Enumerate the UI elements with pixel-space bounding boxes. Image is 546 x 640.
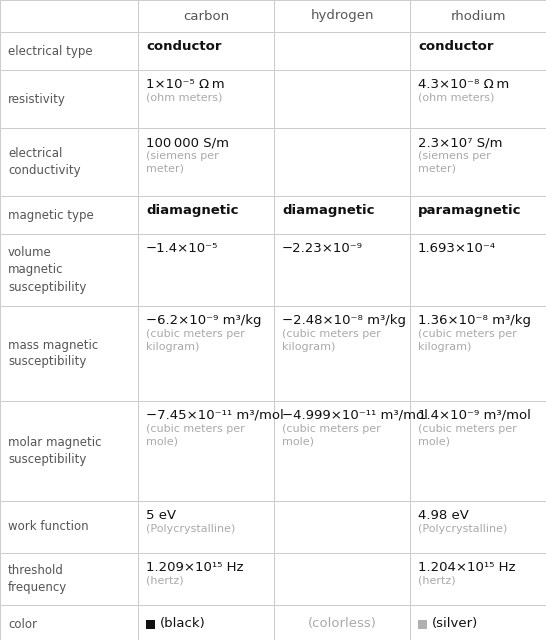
Text: (ohm meters): (ohm meters) <box>418 93 494 103</box>
Bar <box>410 501 546 553</box>
Text: threshold
frequency: threshold frequency <box>8 564 67 594</box>
Text: −1.4×10⁻⁵: −1.4×10⁻⁵ <box>146 242 218 255</box>
Text: −4.999×10⁻¹¹ m³/mol: −4.999×10⁻¹¹ m³/mol <box>282 409 428 422</box>
Bar <box>274 306 410 401</box>
Bar <box>274 605 410 640</box>
Text: −7.45×10⁻¹¹ m³/mol: −7.45×10⁻¹¹ m³/mol <box>146 409 284 422</box>
Text: 4.98 eV: 4.98 eV <box>418 509 469 522</box>
Bar <box>0 196 138 234</box>
Bar <box>410 605 546 640</box>
Bar <box>138 501 274 553</box>
Text: (silver): (silver) <box>432 618 478 630</box>
Text: work function: work function <box>8 520 88 534</box>
Text: diamagnetic: diamagnetic <box>282 204 375 217</box>
Text: (ohm meters): (ohm meters) <box>146 93 222 103</box>
Bar <box>138 128 274 196</box>
Bar <box>138 32 274 70</box>
Text: (hertz): (hertz) <box>418 576 455 586</box>
Bar <box>274 128 410 196</box>
Text: resistivity: resistivity <box>8 93 66 106</box>
Bar <box>0 553 138 605</box>
Text: volume
magnetic
susceptibility: volume magnetic susceptibility <box>8 246 86 294</box>
Bar <box>138 0 274 32</box>
Bar <box>146 620 155 628</box>
Text: diamagnetic: diamagnetic <box>146 204 239 217</box>
Bar <box>274 32 410 70</box>
Text: −2.23×10⁻⁹: −2.23×10⁻⁹ <box>282 242 363 255</box>
Text: conductor: conductor <box>418 40 494 53</box>
Text: 5 eV: 5 eV <box>146 509 176 522</box>
Bar <box>274 553 410 605</box>
Text: (Polycrystalline): (Polycrystalline) <box>146 524 235 534</box>
Text: 1.204×10¹⁵ Hz: 1.204×10¹⁵ Hz <box>418 561 515 574</box>
Bar <box>138 605 274 640</box>
Text: (cubic meters per
kilogram): (cubic meters per kilogram) <box>146 329 245 352</box>
Bar <box>274 401 410 501</box>
Bar <box>0 605 138 640</box>
Text: 1.4×10⁻⁹ m³/mol: 1.4×10⁻⁹ m³/mol <box>418 409 531 422</box>
Text: −6.2×10⁻⁹ m³/kg: −6.2×10⁻⁹ m³/kg <box>146 314 262 327</box>
Text: 1×10⁻⁵ Ω m: 1×10⁻⁵ Ω m <box>146 78 224 91</box>
Text: (colorless): (colorless) <box>307 618 376 630</box>
Bar <box>138 306 274 401</box>
Text: molar magnetic
susceptibility: molar magnetic susceptibility <box>8 436 102 466</box>
Bar <box>410 70 546 128</box>
Bar <box>0 0 138 32</box>
Bar <box>410 128 546 196</box>
Bar <box>410 553 546 605</box>
Text: (Polycrystalline): (Polycrystalline) <box>418 524 507 534</box>
Text: (cubic meters per
kilogram): (cubic meters per kilogram) <box>282 329 381 352</box>
Bar <box>410 196 546 234</box>
Text: electrical type: electrical type <box>8 45 93 58</box>
Text: color: color <box>8 618 37 630</box>
Text: (cubic meters per
kilogram): (cubic meters per kilogram) <box>418 329 517 352</box>
Bar <box>138 401 274 501</box>
Bar <box>0 128 138 196</box>
Bar <box>410 234 546 306</box>
Bar <box>410 0 546 32</box>
Bar <box>274 501 410 553</box>
Text: (black): (black) <box>160 618 206 630</box>
Bar <box>0 401 138 501</box>
Text: 2.3×10⁷ S/m: 2.3×10⁷ S/m <box>418 136 502 149</box>
Text: 1.209×10¹⁵ Hz: 1.209×10¹⁵ Hz <box>146 561 244 574</box>
Text: (cubic meters per
mole): (cubic meters per mole) <box>282 424 381 447</box>
Bar <box>410 306 546 401</box>
Bar <box>138 234 274 306</box>
Text: mass magnetic
susceptibility: mass magnetic susceptibility <box>8 339 98 369</box>
Bar <box>274 196 410 234</box>
Text: paramagnetic: paramagnetic <box>418 204 521 217</box>
Text: electrical
conductivity: electrical conductivity <box>8 147 81 177</box>
Text: (hertz): (hertz) <box>146 576 183 586</box>
Text: conductor: conductor <box>146 40 222 53</box>
Bar <box>138 70 274 128</box>
Bar <box>0 306 138 401</box>
Text: (cubic meters per
mole): (cubic meters per mole) <box>418 424 517 447</box>
Bar <box>274 0 410 32</box>
Text: rhodium: rhodium <box>450 10 506 22</box>
Text: (siemens per
meter): (siemens per meter) <box>418 151 491 174</box>
Bar <box>138 553 274 605</box>
Bar <box>0 32 138 70</box>
Text: 1.36×10⁻⁸ m³/kg: 1.36×10⁻⁸ m³/kg <box>418 314 531 327</box>
Text: 4.3×10⁻⁸ Ω m: 4.3×10⁻⁸ Ω m <box>418 78 509 91</box>
Text: magnetic type: magnetic type <box>8 209 94 221</box>
Bar <box>0 70 138 128</box>
Text: −2.48×10⁻⁸ m³/kg: −2.48×10⁻⁸ m³/kg <box>282 314 406 327</box>
Text: carbon: carbon <box>183 10 229 22</box>
Bar <box>418 620 427 628</box>
Bar <box>0 234 138 306</box>
Bar <box>410 401 546 501</box>
Bar <box>0 501 138 553</box>
Bar <box>274 70 410 128</box>
Text: (siemens per
meter): (siemens per meter) <box>146 151 219 174</box>
Text: hydrogen: hydrogen <box>310 10 374 22</box>
Text: 1.693×10⁻⁴: 1.693×10⁻⁴ <box>418 242 496 255</box>
Text: (cubic meters per
mole): (cubic meters per mole) <box>146 424 245 447</box>
Bar <box>138 196 274 234</box>
Bar <box>274 234 410 306</box>
Text: 100 000 S/m: 100 000 S/m <box>146 136 229 149</box>
Bar <box>410 32 546 70</box>
